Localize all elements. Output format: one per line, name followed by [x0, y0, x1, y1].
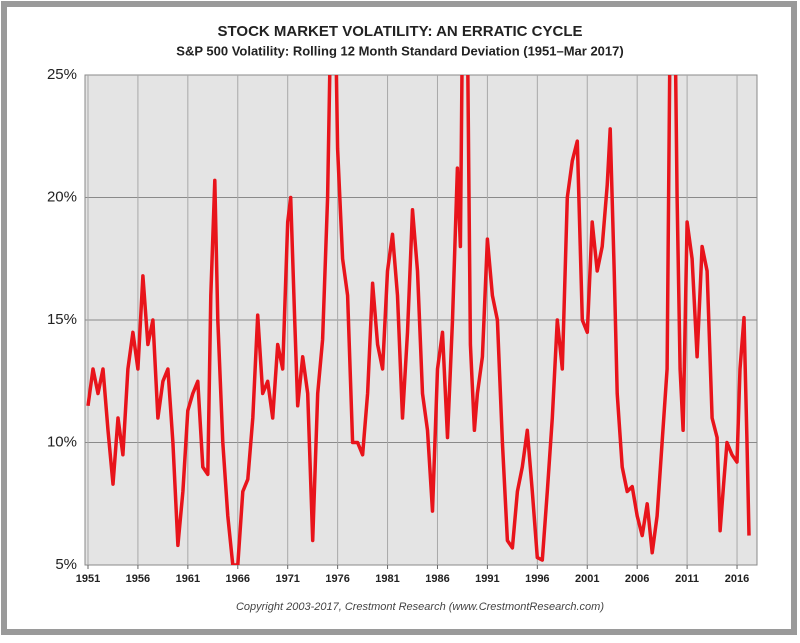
- x-tick-label: 2011: [675, 573, 699, 585]
- x-tick-label: 1986: [425, 573, 449, 585]
- x-tick-label: 1996: [525, 573, 549, 585]
- x-tick-label: 1961: [176, 573, 200, 585]
- chart-subtitle: S&P 500 Volatility: Rolling 12 Month Sta…: [176, 43, 623, 58]
- x-tick-label: 1956: [126, 573, 150, 585]
- y-tick-label: 25%: [47, 66, 77, 83]
- y-tick-label: 5%: [55, 556, 77, 573]
- y-tick-label: 10%: [47, 433, 77, 450]
- x-tick-label: 1971: [275, 573, 299, 585]
- x-tick-label: 1966: [226, 573, 250, 585]
- y-tick-label: 15%: [47, 311, 77, 328]
- x-tick-label: 2006: [625, 573, 649, 585]
- x-tick-label: 2001: [575, 573, 599, 585]
- x-tick-label: 1981: [375, 573, 399, 585]
- x-tick-label: 1951: [76, 573, 100, 585]
- y-tick-label: 20%: [47, 188, 77, 205]
- data-line: [86, 75, 751, 565]
- x-tick-label: 2016: [725, 573, 749, 585]
- x-tick-label: 1976: [325, 573, 349, 585]
- chart-title: STOCK MARKET VOLATILITY: AN ERRATIC CYCL…: [218, 23, 583, 40]
- plot: [86, 75, 751, 565]
- x-tick-label: 1991: [475, 573, 499, 585]
- source-note: Copyright 2003-2017, Crestmont Research …: [236, 601, 604, 613]
